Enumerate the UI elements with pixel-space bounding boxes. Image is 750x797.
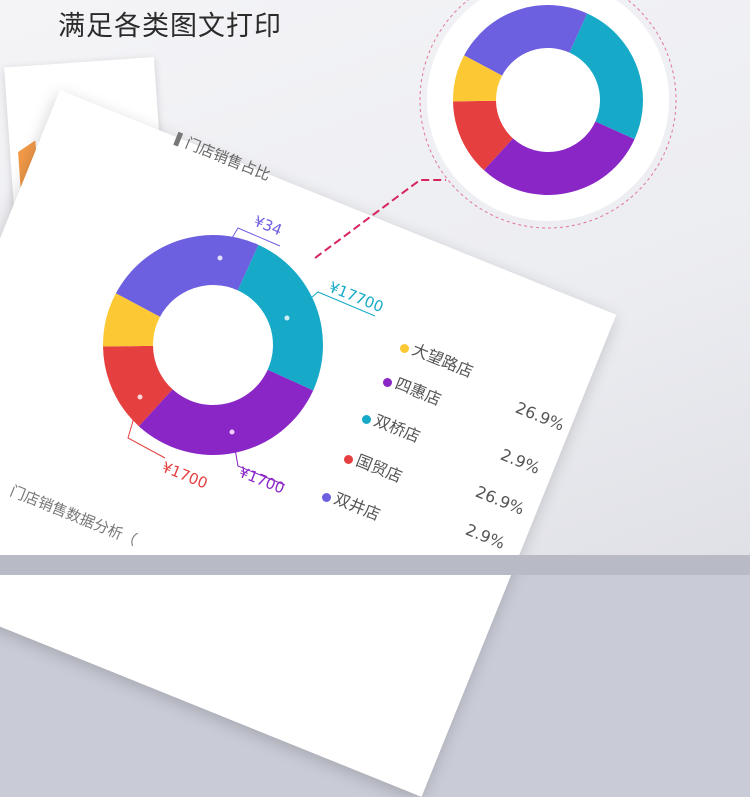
zoom-donut-slice xyxy=(483,121,635,196)
donut-slice xyxy=(115,235,259,317)
leader-dot xyxy=(137,394,143,400)
leader-line xyxy=(219,227,281,259)
donut-slice xyxy=(138,369,314,455)
table-edge xyxy=(0,555,750,575)
leader-dot xyxy=(229,429,235,435)
donut-slice xyxy=(102,293,161,347)
legend-dot xyxy=(383,378,392,387)
page-title: 满足各类图文打印 xyxy=(58,11,282,42)
zoom-donut-slice xyxy=(464,5,588,76)
legend-dot xyxy=(362,415,371,424)
leader-line xyxy=(286,291,376,319)
legend-dot xyxy=(400,344,409,353)
legend-dot xyxy=(322,493,331,502)
leader-line xyxy=(231,431,286,486)
zoom-donut-slice xyxy=(569,13,643,140)
zoom-donut-slice xyxy=(453,100,513,171)
donut-charts xyxy=(102,0,677,486)
leader-dot xyxy=(217,255,223,261)
donut-slice xyxy=(237,244,323,391)
donut-slice xyxy=(103,345,173,427)
leader-line xyxy=(127,396,166,459)
zoom-circle xyxy=(419,0,677,229)
leader-dot xyxy=(284,315,290,321)
zoom-donut-slice xyxy=(453,55,503,102)
legend-dot xyxy=(344,455,353,464)
connector-line xyxy=(314,179,446,259)
